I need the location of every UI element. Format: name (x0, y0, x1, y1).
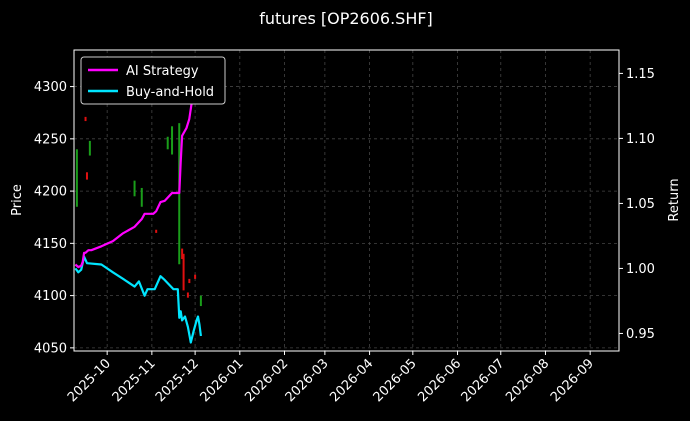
candle-up (171, 126, 174, 155)
series-lines (74, 60, 202, 344)
y-axis-label: Price (10, 184, 25, 216)
candle-down (194, 274, 197, 279)
y2-tick-label: 1.10 (626, 132, 655, 147)
candle-down (84, 116, 87, 122)
candle-down (188, 278, 191, 284)
candle-down (155, 229, 158, 233)
y2-tick-label: 1.00 (626, 262, 655, 277)
candle-up (140, 187, 143, 207)
candle-down (186, 292, 189, 298)
plot-frame (73, 49, 620, 352)
candle-down (182, 253, 185, 291)
candle-up (166, 136, 169, 150)
y-tick-label: 4100 (34, 289, 67, 304)
legend-label-buy-and-hold: Buy-and-Hold (126, 85, 214, 100)
legend: AI Strategy Buy-and-Hold (80, 56, 226, 105)
y2-tick-label: 1.15 (626, 67, 655, 82)
candle-down (85, 172, 88, 180)
candle-down (181, 248, 184, 260)
right-axis-ticks: 0.95 1.00 1.05 1.10 1.15 (619, 67, 655, 342)
candle-up (133, 180, 136, 197)
y2-tick-label: 1.05 (626, 197, 655, 212)
y-tick-label: 4150 (34, 237, 67, 252)
series-line-buy-and-hold (74, 255, 202, 344)
series-line-ai-strategy (74, 60, 200, 269)
y-tick-label: 4250 (34, 132, 67, 147)
candle-up (75, 149, 78, 207)
chart-title: futures [OP2606.SHF] (259, 9, 433, 28)
y2-tick-label: 0.95 (626, 327, 655, 342)
candle-up (88, 140, 91, 156)
y-tick-label: 4300 (34, 80, 67, 95)
y2-axis-label: Return (667, 178, 682, 221)
candle-up (199, 295, 202, 307)
left-axis-ticks: 4050 4100 4150 4200 4250 4300 (34, 80, 74, 356)
y-tick-label: 4050 (34, 341, 67, 356)
legend-label-ai-strategy: AI Strategy (126, 64, 199, 79)
y-tick-label: 4200 (34, 185, 67, 200)
